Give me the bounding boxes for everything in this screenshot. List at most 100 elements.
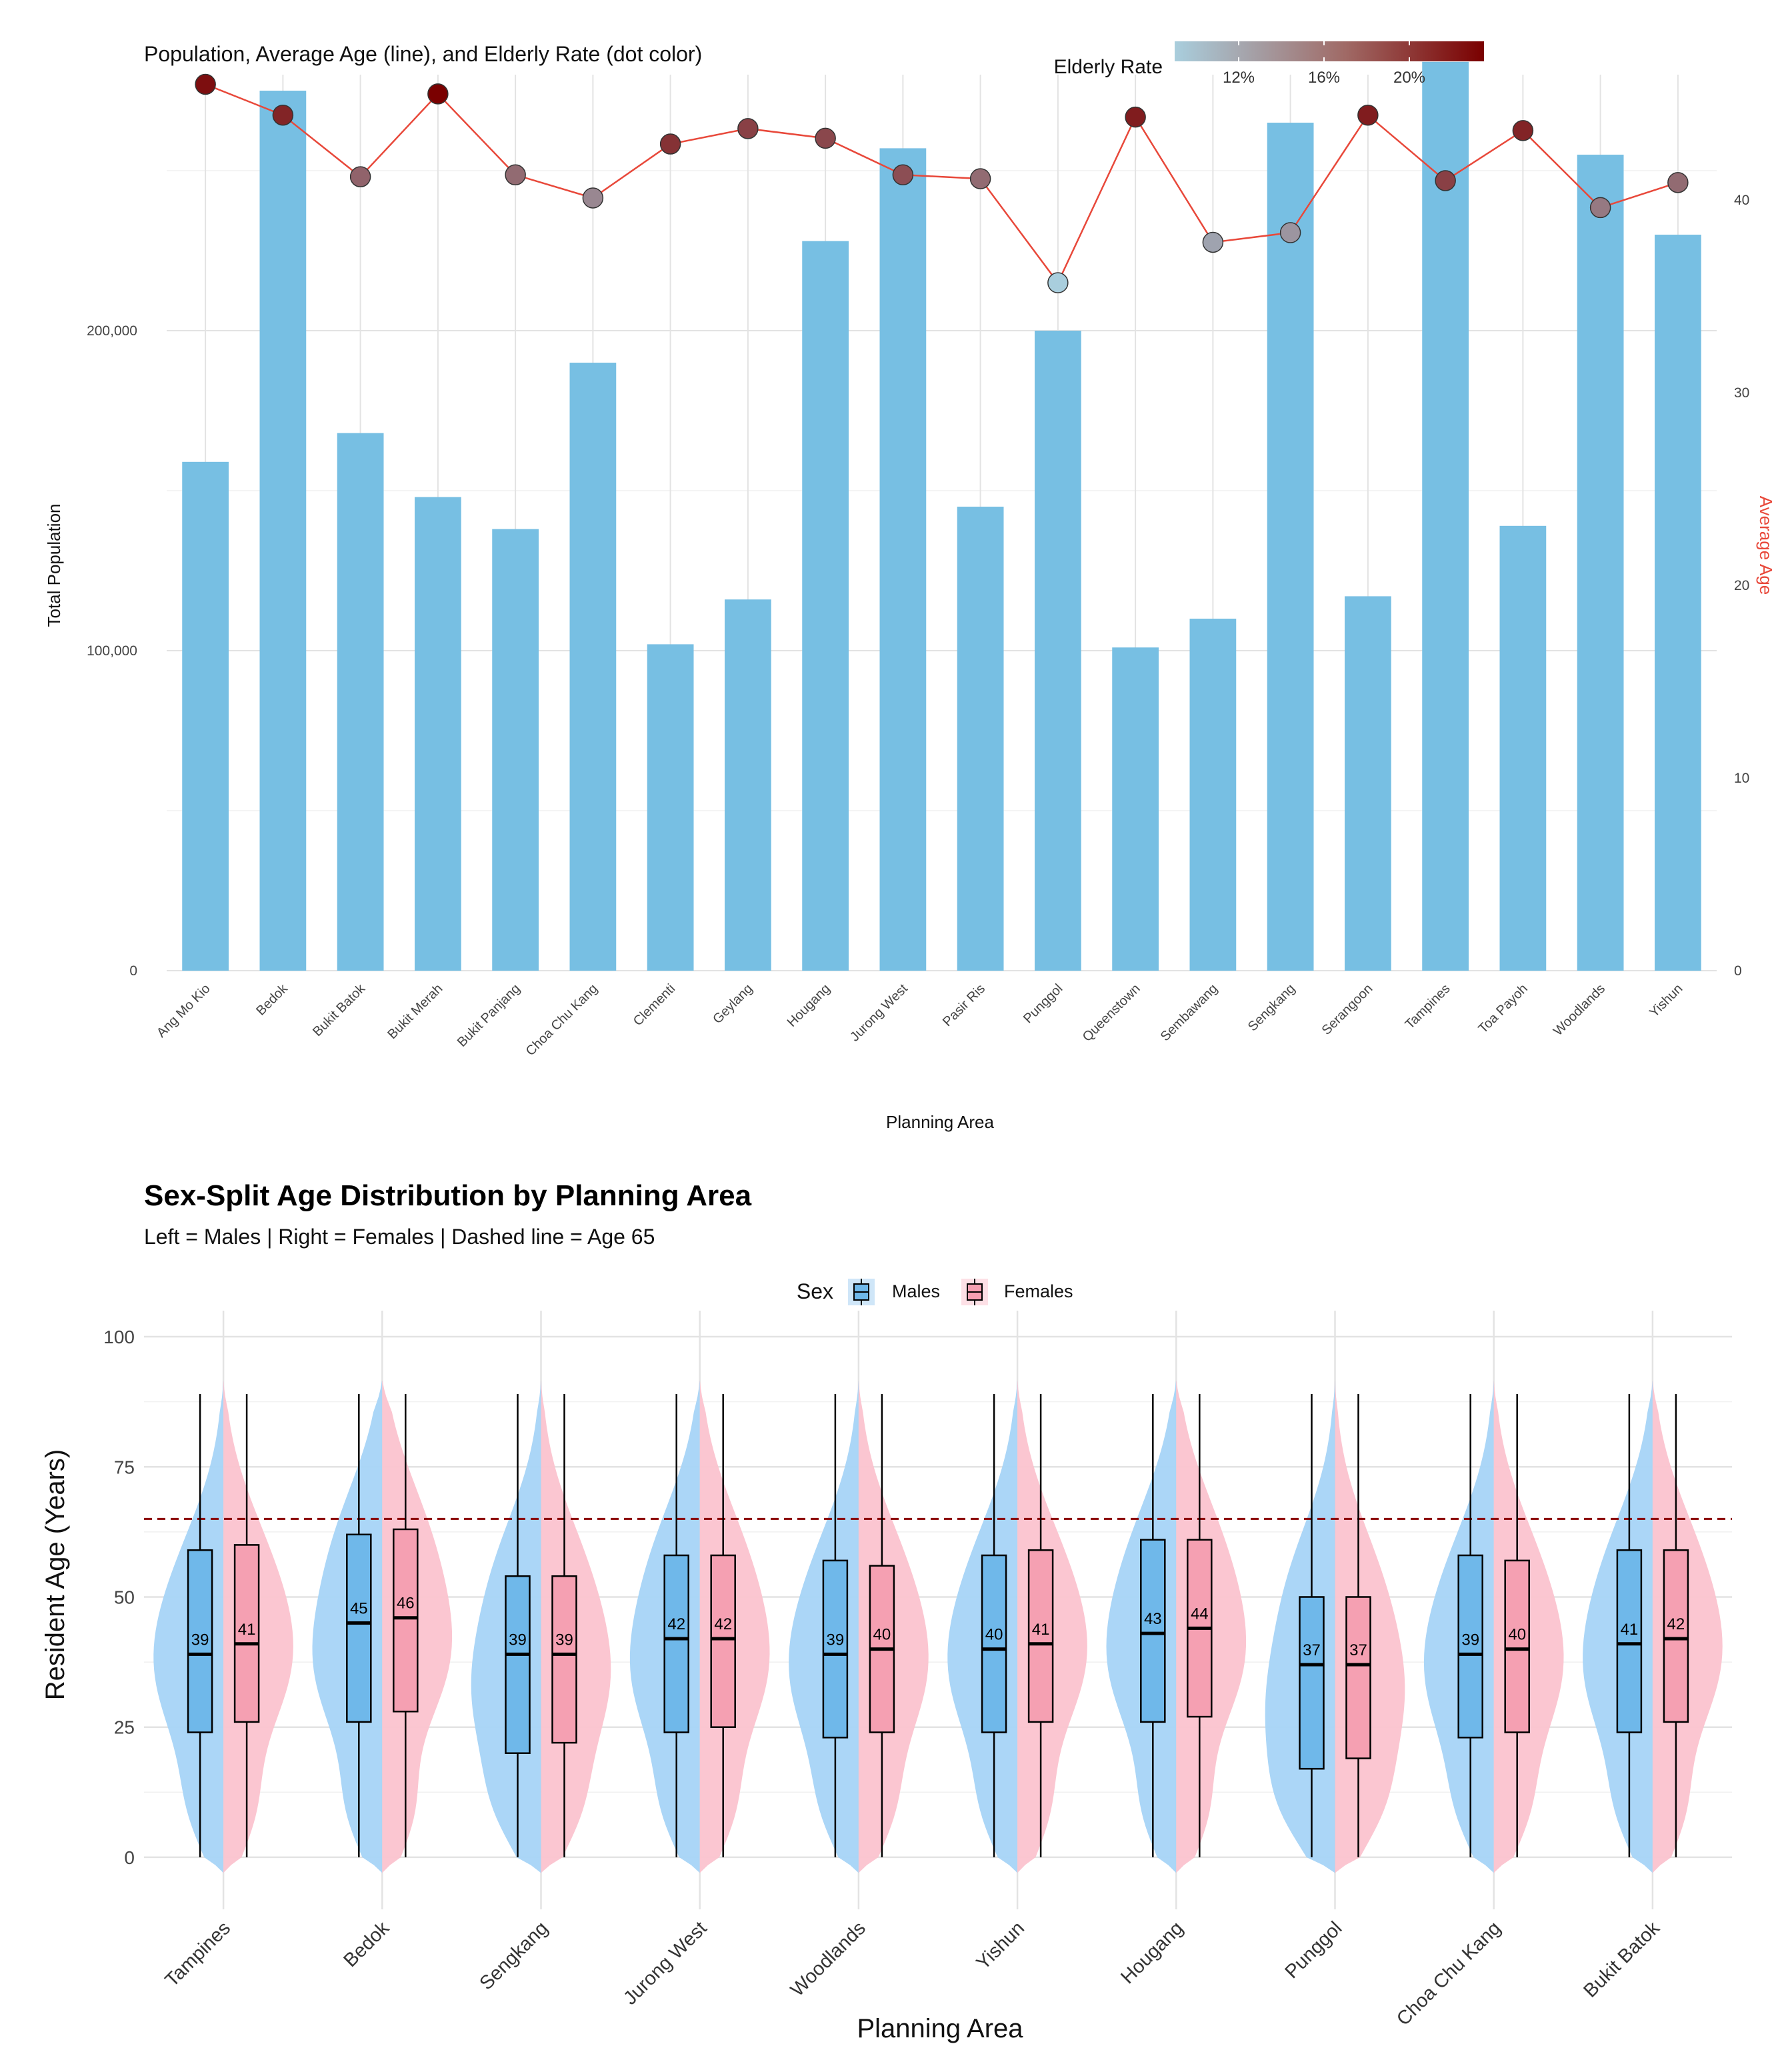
- age-point: [1279, 222, 1301, 243]
- bottom-category-label: Jurong West: [619, 1917, 711, 2009]
- male-median-label: 41: [1621, 1621, 1639, 1639]
- bottom-chart-y-axis-label: Resident Age (Years): [41, 1449, 70, 1701]
- top-category-label: Toa Payoh: [1476, 981, 1531, 1036]
- top-y2-tick-label: 40: [1734, 193, 1749, 208]
- bottom-category-label: Woodlands: [787, 1917, 870, 2001]
- age-point: [582, 187, 604, 209]
- male-median-label: 39: [191, 1631, 209, 1649]
- age-point: [349, 166, 371, 187]
- legend-label-females: Females: [1004, 1281, 1073, 1301]
- age-point: [427, 83, 449, 105]
- population-bar: [569, 363, 617, 971]
- female-box: [1027, 1549, 1054, 1723]
- age-point: [659, 133, 681, 155]
- legend-key-males: [848, 1279, 875, 1305]
- male-median-label: 42: [667, 1615, 685, 1633]
- colorbar-tick-label: 12%: [1223, 69, 1255, 87]
- age-point: [969, 168, 991, 189]
- female-box: [393, 1528, 419, 1713]
- bottom-category-label: Tampines: [161, 1917, 235, 1991]
- population-bar: [1577, 155, 1624, 971]
- population-age-chart: Population, Average Age (line), and Elde…: [44, 41, 1776, 1132]
- female-box: [233, 1544, 260, 1723]
- population-bar: [802, 241, 849, 971]
- male-median-label: 37: [1303, 1641, 1321, 1659]
- male-box: [505, 1575, 531, 1754]
- age-point: [1202, 231, 1224, 253]
- top-category-label: Ang Mo Kio: [154, 981, 213, 1041]
- top-category-label: Sengkang: [1245, 981, 1298, 1034]
- bottom-y-tick-label: 25: [114, 1717, 135, 1738]
- female-box: [1345, 1596, 1371, 1759]
- population-bar: [1189, 619, 1237, 971]
- female-box: [1663, 1549, 1689, 1723]
- male-box: [663, 1554, 689, 1733]
- top-category-label: Geylang: [710, 981, 755, 1027]
- population-bar: [1112, 647, 1159, 971]
- bottom-category-label: Hougang: [1117, 1917, 1187, 1988]
- age-point: [505, 164, 526, 186]
- bottom-category-label: Yishun: [972, 1917, 1029, 1974]
- population-bar: [415, 497, 461, 971]
- elderly-rate-colorbar: [1175, 41, 1484, 61]
- top-category-label: Hougang: [785, 981, 833, 1030]
- population-bar: [1267, 123, 1314, 971]
- top-category-label: Jurong West: [847, 981, 911, 1045]
- male-median-label: 40: [985, 1626, 1003, 1644]
- top-y-tick-label: 200,000: [87, 323, 137, 339]
- top-category-label: Serangoon: [1319, 981, 1376, 1038]
- population-bar: [879, 148, 927, 971]
- top-y2-tick-label: 30: [1734, 385, 1749, 401]
- female-median-label: 39: [555, 1631, 573, 1649]
- top-category-label: Bukit Batok: [310, 981, 369, 1039]
- male-box: [1299, 1596, 1325, 1770]
- bottom-y-tick-label: 75: [114, 1457, 135, 1477]
- population-bar: [492, 529, 539, 971]
- male-box: [1616, 1549, 1643, 1733]
- female-box: [1504, 1559, 1530, 1733]
- female-median-label: 40: [873, 1626, 891, 1644]
- population-bar: [1345, 596, 1391, 971]
- age-point: [1435, 170, 1456, 191]
- male-median-label: 45: [350, 1600, 368, 1618]
- male-box: [1140, 1539, 1166, 1723]
- top-chart-y-axis-label: Total Population: [44, 503, 64, 627]
- elderly-rate-dots: [195, 73, 1689, 293]
- population-bar: [259, 91, 307, 971]
- top-chart-grid: [167, 75, 1717, 971]
- male-median-label: 39: [1461, 1631, 1479, 1649]
- female-median-label: 41: [1032, 1621, 1050, 1639]
- average-age-line: [205, 83, 1679, 285]
- elderly-rate-legend-title: Elderly Rate: [1054, 56, 1163, 78]
- top-category-label: Choa Chu Kang: [523, 981, 601, 1059]
- female-median-label: 46: [397, 1595, 415, 1613]
- male-box: [346, 1533, 372, 1723]
- bottom-category-label: Punggol: [1281, 1917, 1347, 1983]
- age-point: [1512, 120, 1534, 141]
- top-category-label: Woodlands: [1551, 981, 1608, 1039]
- population-bar: [337, 433, 384, 971]
- male-box: [822, 1559, 849, 1739]
- bottom-category-label: Bukit Batok: [1579, 1917, 1664, 2002]
- top-chart-title: Population, Average Age (line), and Elde…: [144, 42, 702, 66]
- top-y2-tick-label: 20: [1734, 578, 1749, 593]
- colorbar-tick-label: 16%: [1308, 69, 1340, 87]
- female-median-label: 40: [1508, 1626, 1526, 1644]
- bottom-y-tick-label: 50: [114, 1587, 135, 1607]
- colorbar-tick-label: 20%: [1393, 69, 1425, 87]
- legend-key-females: [961, 1279, 988, 1305]
- age-point: [1125, 106, 1146, 128]
- population-bars: [182, 61, 1701, 971]
- population-bar: [647, 644, 694, 971]
- male-median-label: 43: [1144, 1610, 1162, 1628]
- age-point: [1667, 172, 1689, 193]
- population-bar: [957, 507, 1004, 971]
- bottom-chart-x-axis-label: Planning Area: [857, 2014, 1023, 2043]
- male-box: [1457, 1554, 1483, 1739]
- bottom-category-label: Bedok: [339, 1917, 393, 1971]
- top-category-label: Pasir Ris: [940, 981, 988, 1029]
- boxplots: 39 41 45 46 39 39 42 42 39 40 40 41 43 44 37 37 39 40 41 42: [187, 1393, 1689, 1857]
- female-box: [551, 1575, 577, 1744]
- age-point: [1357, 104, 1379, 126]
